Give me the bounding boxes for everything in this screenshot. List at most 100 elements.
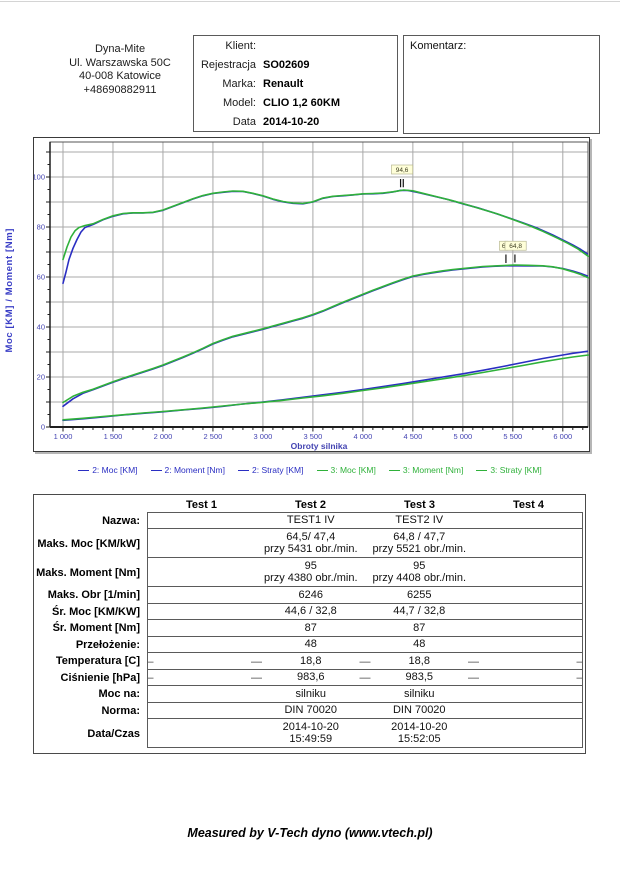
date-label: Data (232, 116, 256, 128)
row-values: 64,5/ 47,4 przy 5431 obr./min. 64,8 / 47,… (147, 528, 583, 558)
x-tick-label: 4 000 (353, 432, 372, 441)
table-row: Moc na: silniku silniku (34, 685, 583, 703)
peak-label-text: 6 (502, 243, 506, 250)
x-tick-label: 6 000 (553, 432, 572, 441)
table-header-cells: Test 1 Test 2 Test 3 Test 4 (147, 497, 583, 513)
make-label: Marka: (222, 78, 256, 90)
value-cell: 2014-10-20 15:52:05 (391, 720, 448, 746)
registration-value: SO02609 (263, 59, 310, 71)
row-values: 2014-10-20 15:49:59 2014-10-20 15:52:05 (147, 718, 583, 748)
legend-label: 3: Straty [KM] (490, 465, 542, 475)
y-tick-label: 40 (37, 323, 45, 332)
row-values: 6246 6255 (147, 586, 583, 604)
row-values: 983,6 983,5 — — — — — (147, 668, 583, 686)
legend-line-swatch (388, 469, 400, 471)
series-2-moc-km (62, 265, 589, 408)
value-cell: DIN 70020 (284, 704, 338, 716)
y-tick-label: 80 (37, 223, 45, 232)
value-cell: 2014-10-20 15:49:59 (282, 720, 339, 746)
table-row: Maks. Moc [KM/kW] 64,5/ 47,4 przy 5431 ob… (34, 528, 583, 558)
legend-label: 3: Moment [Nm] (402, 465, 464, 475)
x-tick-label: 2 000 (154, 432, 173, 441)
value-cell (148, 558, 257, 586)
value-cell (474, 703, 583, 719)
row-label: Śr. Moc [KM/KW] (52, 605, 140, 618)
value-cell (148, 620, 257, 636)
column-header: Test 2 (295, 498, 326, 511)
chart-series (62, 189, 589, 422)
value-cell: 48 (413, 638, 426, 650)
x-tick-label: 5 000 (453, 432, 472, 441)
value-cell: 87 (304, 621, 317, 634)
peak-label-text: 94,6 (396, 167, 409, 174)
value-cell (474, 686, 583, 702)
value-cell: 6246 (298, 588, 323, 601)
table-row: Norma: DIN 70020 DIN 70020 (34, 701, 583, 719)
row-label: Norma: (101, 704, 140, 717)
chart-annotations: 94,6 6 64,8 (391, 164, 527, 263)
y-tick-label: 20 (37, 373, 45, 382)
table-row: Data/Czas 2014-10-20 15:49:59 2014-10-20 1… (34, 718, 583, 748)
row-values: DIN 70020 DIN 70020 (147, 701, 583, 719)
results-table: Test 1 Test 2 Test 3 Test 4 Nazwa: TEST1 IV TE… (33, 494, 586, 754)
table-header-row: Test 1 Test 2 Test 3 Test 4 (34, 497, 583, 513)
value-cell: DIN 70020 (392, 704, 446, 716)
page-edge-line (0, 1, 620, 2)
empty-dash: — (577, 672, 583, 685)
dyno-chart-svg: 1 000 1 500 2 000 2 500 3 000 3 500 4 000 4 500… (34, 141, 589, 451)
value-cell: 95 przy 4380 obr./min. (263, 559, 358, 585)
table-row: Maks. Moment [Nm] 95 przy 4380 obr./min. 9… (34, 557, 583, 587)
value-cell: 983,6 (296, 671, 325, 683)
value-cell (474, 558, 583, 586)
model-label: Model: (222, 97, 256, 109)
value-cell (474, 637, 583, 653)
y-axis-title: Moc [KM] / Moment [Nm] (4, 137, 15, 443)
value-cell: 87 (413, 621, 426, 634)
row-values: silniku silniku (147, 685, 583, 703)
client-row: Klient: (194, 40, 397, 54)
empty-dash: — (577, 656, 583, 669)
series-3-moc-km (62, 264, 589, 404)
row-label: Temperatura [C] (55, 655, 140, 668)
value-cell (474, 604, 583, 620)
value-cell (474, 513, 583, 529)
empty-dash: — (251, 672, 262, 685)
table-row: Maks. Obr [1/min] 6246 6255 (34, 586, 583, 604)
value-cell (148, 653, 257, 669)
legend-label: 2: Moc [KM] (92, 465, 138, 475)
value-cell: 64,8 / 47,7 przy 5521 obr./min. (372, 530, 467, 556)
value-cell (148, 587, 257, 603)
row-label: Maks. Moc [KM/kW] (37, 537, 140, 550)
x-tick-label: 2 500 (204, 432, 223, 441)
value-cell: 64,5/ 47,4 przy 5431 obr./min. (263, 530, 358, 556)
row-label: Przełożenie: (75, 638, 140, 651)
client-row: Marka: Renault (194, 78, 397, 92)
client-row: Data 2014-10-20 (194, 116, 397, 130)
company-street: Ul. Warszawska 50C (69, 56, 171, 69)
value-cell: 44,7 / 32,8 (393, 605, 446, 617)
value-cell: 18,8 (408, 654, 430, 667)
date-value: 2014-10-20 (263, 116, 320, 128)
row-label: Maks. Obr [1/min] (47, 589, 140, 602)
y-tick-label: 60 (37, 273, 45, 282)
y-tick-label: 100 (34, 173, 45, 182)
value-cell (474, 670, 583, 686)
legend-line-swatch (476, 469, 488, 471)
peak-label-box (504, 240, 527, 251)
company-phone: +48690882911 (83, 83, 157, 96)
legend-item: 2: Moc [KM] (78, 465, 138, 475)
value-cell (148, 513, 257, 529)
value-cell (474, 587, 583, 603)
company-info: Dyna-Mite Ul. Warszawska 50C 40-008 Kato… (50, 43, 190, 97)
peak-label-box (391, 164, 414, 175)
x-tick-label: 3 500 (304, 432, 323, 441)
value-cell (148, 637, 257, 653)
row-values: 18,8 18,8 — — — — — (147, 652, 583, 670)
empty-dash: — (148, 672, 154, 685)
table-row: Nazwa: TEST1 IV TEST2 IV (34, 511, 583, 529)
value-cell: TEST2 IV (395, 514, 444, 526)
empty-dash: — (468, 672, 479, 685)
row-label: Ciśnienie [hPa] (60, 671, 140, 684)
series-2-straty-km (62, 350, 589, 422)
